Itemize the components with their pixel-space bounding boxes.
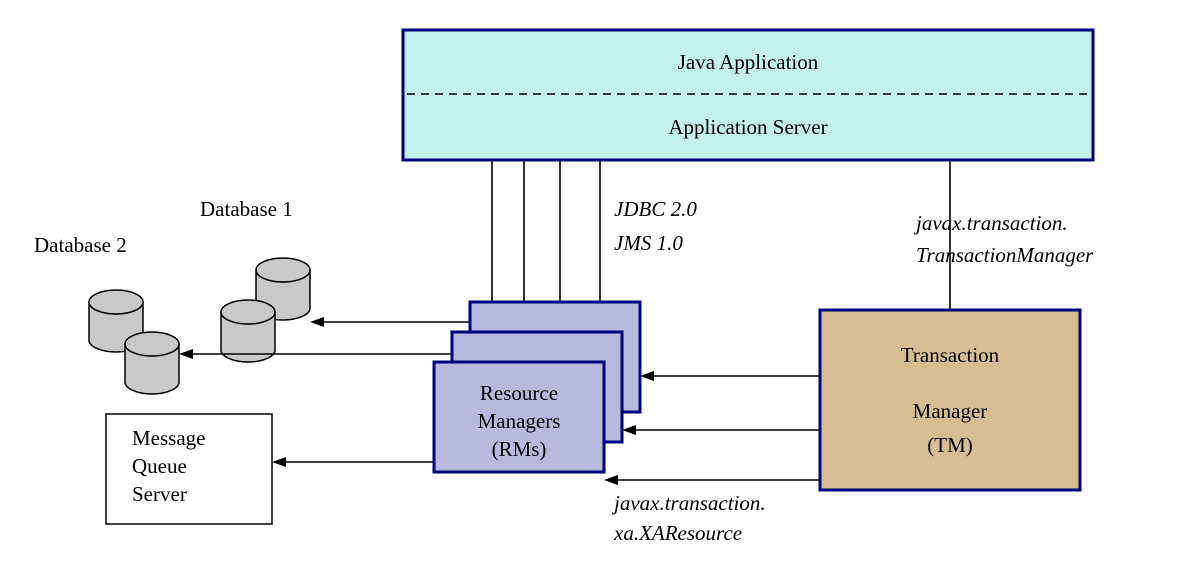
xaresource-label-2: xa.XAResource — [613, 521, 742, 545]
rm-line-0: Resource — [480, 381, 558, 405]
transaction-manager: Transaction Manager (TM) — [820, 310, 1080, 490]
mq-line-0: Message — [132, 426, 205, 450]
arrow-1 — [179, 349, 451, 359]
database-2-label: Database 2 — [34, 233, 127, 257]
application-server-label: Application Server — [668, 115, 827, 139]
arrow-3 — [640, 371, 820, 381]
rm-line-1: Managers — [478, 409, 561, 433]
jms-label: JMS 1.0 — [614, 231, 683, 255]
mq-line-2: Server — [132, 482, 187, 506]
resource-managers: Resource Managers (RMs) — [434, 302, 640, 472]
arrow-0 — [310, 317, 470, 327]
database-2: Database 2 — [34, 233, 127, 257]
tm-line-0: Transaction — [901, 343, 1000, 367]
tm-line-1: Manager — [913, 399, 988, 423]
java-application-label: Java Application — [678, 50, 819, 74]
arrow-2 — [272, 457, 434, 467]
jdbc-label: JDBC 2.0 — [614, 197, 697, 221]
application-box: Java Application Application Server — [403, 30, 1093, 160]
database-1-label: Database 1 — [200, 197, 293, 221]
tm-line-2: (TM) — [927, 433, 973, 457]
txnmgr-label-1: javax.transaction. — [913, 211, 1068, 235]
arrow-4 — [622, 425, 820, 435]
message-queue-server: Message Queue Server — [106, 414, 272, 524]
txnmgr-label-2: TransactionManager — [916, 243, 1094, 267]
xaresource-label-1: javax.transaction. — [611, 491, 766, 515]
arrow-5 — [604, 475, 820, 485]
mq-line-1: Queue — [132, 454, 187, 478]
rm-line-2: (RMs) — [492, 437, 547, 461]
database-1: Database 1 — [200, 197, 293, 221]
